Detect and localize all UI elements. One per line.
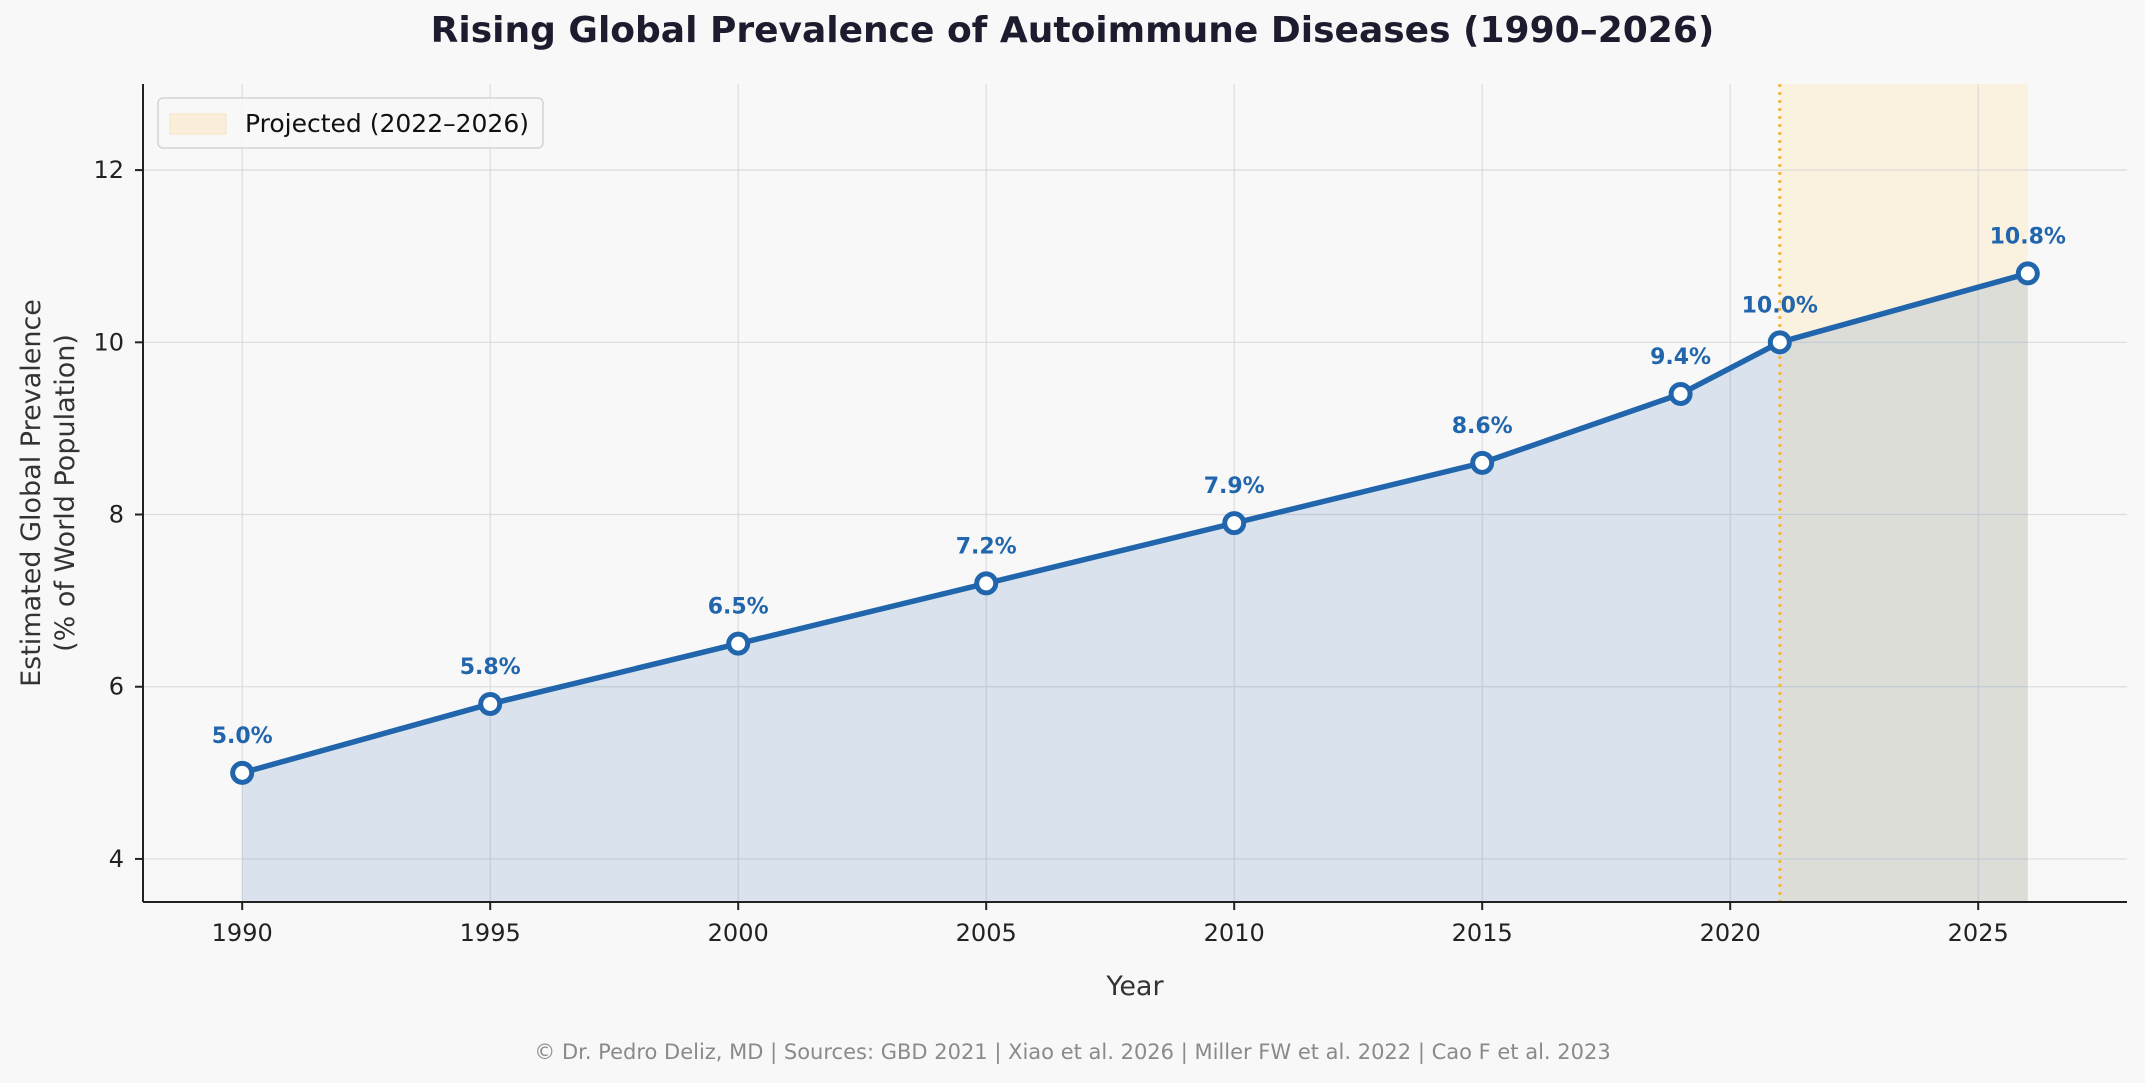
axis-titles-layer: Year Estimated Global Prevalence (% of Wor… [16, 299, 1164, 1002]
x-tick-label: 1990 [212, 919, 273, 947]
data-label: 6.5% [708, 595, 769, 620]
x-tick-label: 2005 [956, 919, 1017, 947]
legend: Projected (2022–2026) [157, 97, 544, 149]
y-tick-label: 8 [109, 501, 124, 529]
data-label: 5.0% [212, 724, 273, 749]
x-tick-label: 1995 [460, 919, 521, 947]
data-point [726, 631, 751, 656]
data-label: 10.8% [1990, 224, 2066, 249]
data-point [478, 691, 503, 716]
data-point-layer [230, 261, 2040, 785]
data-point [974, 571, 999, 596]
tick-layer: 1990 1995 2000 2005 2010 2015 2020 2025 4 6 8 10 12 [93, 156, 2008, 947]
data-point [1668, 381, 1693, 406]
y-axis-title-line-2: (% of World Population) [50, 334, 81, 652]
y-tick-label: 6 [109, 673, 124, 701]
chart-title: Rising Global Prevalence of Autoimmune D… [430, 10, 1715, 51]
data-point [1470, 450, 1495, 475]
projected-region [1779, 84, 2028, 902]
data-point [2015, 261, 2040, 286]
legend-label-projected: Projected (2022–2026) [245, 109, 529, 138]
y-tick-label: 10 [93, 328, 124, 356]
legend-swatch-projected [169, 113, 227, 135]
grid-layer [143, 84, 2127, 902]
data-point [230, 760, 255, 785]
data-label: 7.2% [956, 534, 1017, 559]
data-label: 5.8% [460, 655, 521, 680]
data-label: 9.4% [1650, 345, 1711, 370]
x-tick-label: 2025 [1948, 919, 2009, 947]
x-tick-label: 2000 [708, 919, 769, 947]
x-axis-title: Year [1105, 971, 1164, 1002]
projected-region-layer [1779, 84, 2028, 902]
data-point [1222, 511, 1247, 536]
area-layer [242, 273, 2028, 902]
x-tick-label: 2015 [1452, 919, 1513, 947]
data-label: 7.9% [1204, 474, 1265, 499]
source-footer: © Dr. Pedro Deliz, MD | Sources: GBD 202… [534, 1040, 1611, 1064]
area-fill [242, 273, 2028, 902]
data-point [1767, 330, 1792, 355]
data-label: 8.6% [1452, 414, 1513, 439]
y-tick-label: 4 [109, 845, 124, 873]
y-tick-label: 12 [93, 156, 124, 184]
x-tick-label: 2020 [1700, 919, 1761, 947]
y-axis-title-line-1: Estimated Global Prevalence [16, 299, 47, 687]
x-tick-label: 2010 [1204, 919, 1265, 947]
data-label: 10.0% [1742, 293, 1818, 318]
legend-box [157, 97, 544, 149]
data-label-layer: 5.0% 5.8% 6.5% 7.2% 7.9% 8.6% 9.4% 10.0% 10.8% [212, 224, 2066, 748]
axes-layer [142, 84, 2127, 903]
